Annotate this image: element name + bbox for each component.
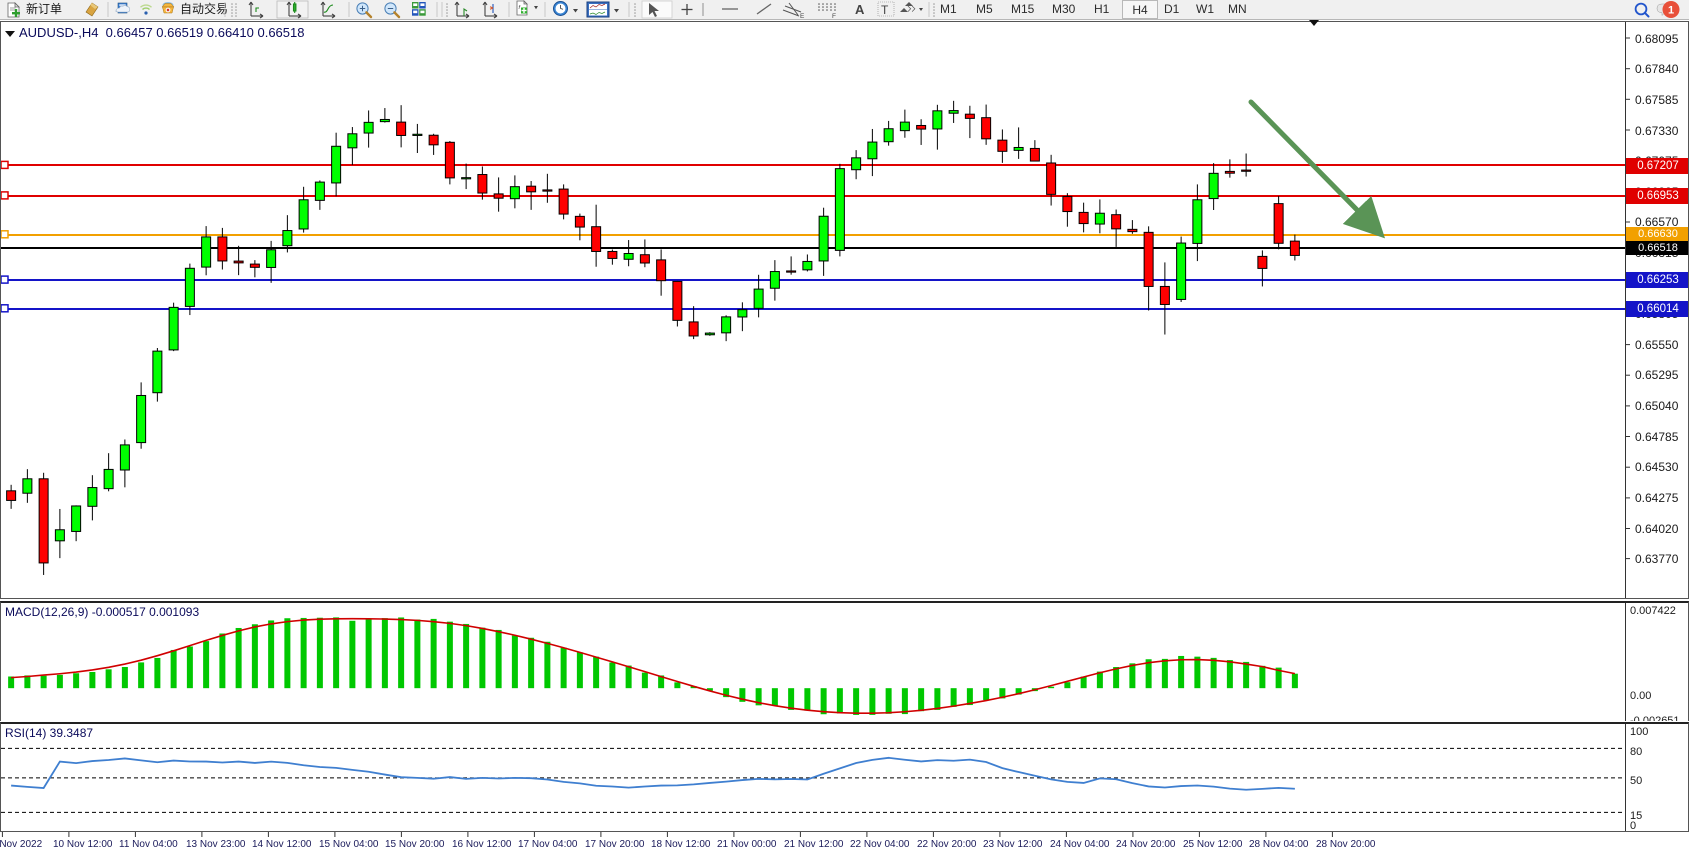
svg-text:A: A [855, 2, 865, 17]
svg-text:1: 1 [1668, 5, 1674, 17]
svg-text:自动交易: 自动交易 [180, 1, 228, 16]
svg-text:T: T [881, 3, 889, 17]
svg-text:新订单: 新订单 [26, 1, 62, 16]
svg-text:F: F [832, 13, 836, 19]
svg-text:E: E [800, 13, 805, 19]
